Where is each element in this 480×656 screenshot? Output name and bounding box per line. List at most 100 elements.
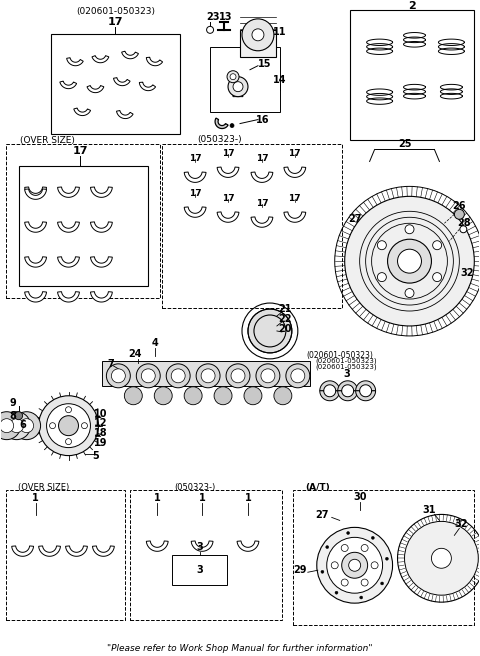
Polygon shape bbox=[91, 187, 112, 197]
Text: 5: 5 bbox=[92, 451, 99, 461]
Text: 17: 17 bbox=[222, 149, 234, 158]
Text: 13: 13 bbox=[219, 12, 233, 22]
Text: 11: 11 bbox=[273, 27, 287, 37]
Text: 23: 23 bbox=[206, 12, 220, 22]
Polygon shape bbox=[251, 217, 273, 227]
Circle shape bbox=[20, 419, 34, 433]
Circle shape bbox=[231, 369, 245, 383]
Circle shape bbox=[107, 364, 131, 388]
Circle shape bbox=[12, 412, 41, 440]
Bar bbox=[240, 30, 276, 57]
Circle shape bbox=[405, 225, 414, 234]
Circle shape bbox=[228, 77, 248, 96]
Text: 3: 3 bbox=[197, 565, 204, 575]
Polygon shape bbox=[60, 81, 77, 89]
Polygon shape bbox=[215, 118, 228, 129]
Polygon shape bbox=[58, 187, 79, 197]
Polygon shape bbox=[231, 77, 243, 96]
Polygon shape bbox=[58, 292, 79, 302]
Circle shape bbox=[342, 552, 368, 578]
Polygon shape bbox=[91, 256, 112, 267]
Polygon shape bbox=[24, 222, 47, 232]
Circle shape bbox=[317, 527, 393, 603]
Polygon shape bbox=[320, 391, 340, 401]
Circle shape bbox=[405, 289, 414, 298]
Circle shape bbox=[15, 412, 23, 420]
Text: 1: 1 bbox=[154, 493, 161, 503]
Text: "Please refer to Work Shop Manual for further information": "Please refer to Work Shop Manual for fu… bbox=[107, 644, 373, 653]
Text: 24: 24 bbox=[129, 349, 142, 359]
Circle shape bbox=[347, 531, 349, 535]
Text: 28: 28 bbox=[457, 218, 471, 228]
Circle shape bbox=[242, 19, 274, 51]
Text: (020601-050323): (020601-050323) bbox=[306, 352, 373, 360]
Text: 32: 32 bbox=[461, 268, 474, 278]
Circle shape bbox=[252, 29, 264, 41]
Bar bbox=[19, 167, 148, 286]
Text: 8: 8 bbox=[9, 411, 16, 420]
Circle shape bbox=[124, 387, 142, 405]
Text: 3: 3 bbox=[197, 543, 204, 552]
Polygon shape bbox=[117, 111, 133, 119]
Text: 12: 12 bbox=[94, 418, 107, 428]
Text: 14: 14 bbox=[273, 75, 287, 85]
Circle shape bbox=[184, 387, 202, 405]
Circle shape bbox=[385, 557, 388, 560]
Circle shape bbox=[372, 537, 374, 539]
Text: 32: 32 bbox=[455, 520, 468, 529]
Polygon shape bbox=[113, 77, 130, 86]
Text: 4: 4 bbox=[152, 338, 158, 348]
Circle shape bbox=[65, 439, 72, 445]
Text: 17: 17 bbox=[288, 149, 301, 158]
Circle shape bbox=[230, 123, 234, 127]
Circle shape bbox=[38, 396, 98, 455]
Text: 9: 9 bbox=[9, 398, 16, 408]
Text: (050323-): (050323-) bbox=[198, 135, 242, 144]
Polygon shape bbox=[91, 222, 112, 232]
Text: 26: 26 bbox=[453, 201, 466, 211]
Circle shape bbox=[432, 273, 442, 281]
Circle shape bbox=[377, 241, 386, 250]
Polygon shape bbox=[284, 167, 306, 177]
Circle shape bbox=[227, 71, 239, 83]
Polygon shape bbox=[87, 85, 104, 92]
Circle shape bbox=[3, 412, 31, 440]
Circle shape bbox=[432, 241, 442, 250]
Circle shape bbox=[335, 591, 338, 594]
Circle shape bbox=[206, 26, 214, 33]
Circle shape bbox=[371, 562, 378, 569]
Circle shape bbox=[321, 570, 324, 573]
Text: 20: 20 bbox=[278, 324, 292, 334]
Circle shape bbox=[256, 364, 280, 388]
Circle shape bbox=[432, 548, 451, 568]
Text: (020601-050323): (020601-050323) bbox=[76, 7, 155, 16]
Circle shape bbox=[405, 522, 478, 595]
Text: (050323-): (050323-) bbox=[175, 483, 216, 492]
Text: 22: 22 bbox=[278, 314, 292, 324]
Circle shape bbox=[226, 364, 250, 388]
Polygon shape bbox=[66, 546, 87, 556]
Circle shape bbox=[230, 73, 236, 79]
Polygon shape bbox=[356, 381, 376, 391]
Bar bbox=[210, 47, 280, 112]
Polygon shape bbox=[58, 256, 79, 267]
Text: 2: 2 bbox=[408, 1, 416, 11]
Polygon shape bbox=[184, 207, 206, 217]
Circle shape bbox=[381, 582, 384, 585]
Circle shape bbox=[65, 407, 72, 413]
Polygon shape bbox=[251, 172, 273, 182]
Bar bbox=[50, 34, 180, 134]
Bar bbox=[172, 555, 227, 585]
Polygon shape bbox=[146, 541, 168, 551]
Circle shape bbox=[377, 273, 386, 281]
Polygon shape bbox=[338, 381, 358, 391]
Polygon shape bbox=[237, 541, 259, 551]
Polygon shape bbox=[338, 391, 358, 401]
Circle shape bbox=[361, 544, 368, 552]
Circle shape bbox=[49, 422, 56, 428]
Text: 27: 27 bbox=[315, 510, 328, 520]
Circle shape bbox=[327, 537, 383, 593]
Circle shape bbox=[345, 196, 474, 326]
Bar bbox=[131, 491, 282, 620]
Circle shape bbox=[201, 369, 215, 383]
